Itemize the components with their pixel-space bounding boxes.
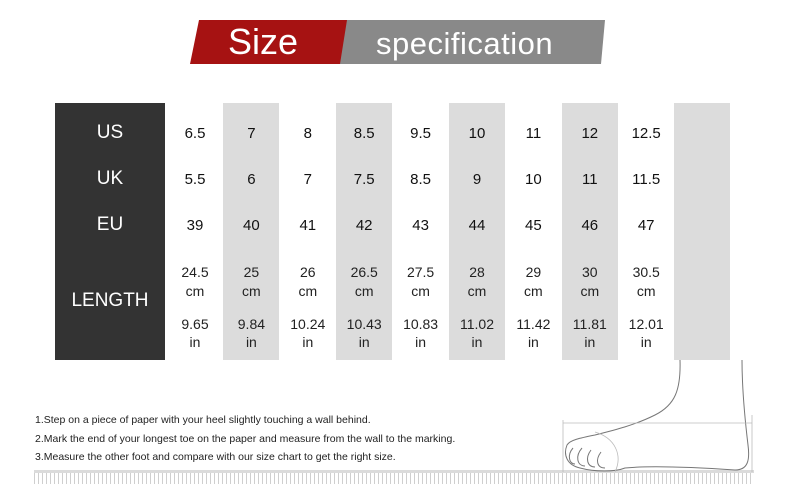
title-specification: specification <box>376 26 554 61</box>
unit-in: in <box>527 334 539 350</box>
title-size: Size <box>228 21 299 62</box>
size-uk: 11 <box>582 171 598 188</box>
length-in: 11.02 <box>460 316 494 332</box>
size-us: 9.5 <box>410 125 432 142</box>
row-label-us: US <box>96 122 124 143</box>
instruction-3: 3.Measure the other foot and compare wit… <box>35 451 396 463</box>
length-in: 10.24 <box>290 316 326 332</box>
size-uk: 6 <box>247 171 256 188</box>
unit-cm: cm <box>524 283 543 299</box>
length-in: 11.81 <box>572 316 607 332</box>
length-cm: 29 <box>525 264 542 280</box>
size-eu: 46 <box>581 217 599 234</box>
size-uk: 8.5 <box>410 171 432 188</box>
length-cm: 30.5 <box>632 264 660 280</box>
size-us: 7 <box>247 125 256 142</box>
unit-cm: cm <box>354 283 374 299</box>
row-label-uk: UK <box>96 168 124 189</box>
unit-cm: cm <box>467 283 487 299</box>
size-us: 6.5 <box>184 125 206 142</box>
unit-cm: cm <box>580 283 600 299</box>
size-uk: 10 <box>525 171 542 188</box>
unit-cm: cm <box>298 283 318 299</box>
row-label-length: LENGTH <box>71 290 149 311</box>
size-us: 12.5 <box>631 125 661 142</box>
size-uk: 7 <box>303 171 312 188</box>
size-eu: 40 <box>243 217 260 234</box>
foot-illustration <box>562 360 753 473</box>
title-banner-specification: specification <box>340 20 605 64</box>
unit-in: in <box>302 334 314 350</box>
size-eu: 42 <box>355 217 373 234</box>
size-eu: 43 <box>412 217 429 234</box>
size-eu: 41 <box>299 217 317 234</box>
size-column: 9.5 8.5 43 27.5 cm 10.83 in <box>393 103 449 360</box>
unit-in: in <box>471 334 483 350</box>
size-us: 12 <box>581 125 599 142</box>
size-us: 10 <box>468 125 486 142</box>
size-us: 11 <box>525 125 542 142</box>
size-eu: 45 <box>525 217 542 234</box>
size-uk: 5.5 <box>184 171 206 188</box>
length-cm: 27.5 <box>406 264 435 280</box>
unit-cm: cm <box>636 283 656 299</box>
length-in: 9.65 <box>181 316 209 332</box>
unit-in: in <box>640 334 652 350</box>
unit-in: in <box>189 334 201 350</box>
length-cm: 28 <box>469 264 485 280</box>
length-cm: 26.5 <box>350 264 378 280</box>
size-uk: 11.5 <box>632 171 661 188</box>
unit-in: in <box>584 334 596 350</box>
row-header-column: US UK EU LENGTH <box>55 103 165 360</box>
length-in: 10.43 <box>346 316 382 332</box>
length-cm: 24.5 <box>181 264 209 280</box>
size-eu: 47 <box>637 217 655 234</box>
length-cm: 30 <box>582 264 598 280</box>
unit-in: in <box>358 334 370 350</box>
unit-in: in <box>245 334 257 350</box>
size-column: 12.5 11.5 47 30.5 cm 12.01 in <box>618 103 674 360</box>
instruction-2: 2.Mark the end of your longest toe on th… <box>35 433 456 445</box>
size-column: 8.5 7.5 42 26.5 cm 10.43 in <box>336 103 393 360</box>
size-column: 7 6 40 25 cm 9.84 in <box>223 103 280 360</box>
size-us: 8 <box>303 125 312 142</box>
unit-in: in <box>415 334 427 350</box>
length-cm: 26 <box>300 264 316 280</box>
size-column: 12 11 46 30 cm 11.81 in <box>561 103 618 360</box>
unit-cm: cm <box>185 283 205 299</box>
ruler <box>34 470 754 484</box>
size-uk: 9 <box>472 171 482 188</box>
length-in: 11.42 <box>516 316 551 332</box>
length-in: 12.01 <box>628 316 664 332</box>
size-us: 8.5 <box>353 125 375 142</box>
row-label-eu: EU <box>96 214 124 235</box>
length-in: 10.83 <box>403 316 439 332</box>
size-eu: 44 <box>468 217 486 234</box>
size-uk: 7.5 <box>353 171 375 188</box>
length-in: 9.84 <box>237 316 266 332</box>
size-column: 10 9 44 28 cm 11.02 in <box>449 103 505 360</box>
title-banner-size: Size <box>190 20 350 64</box>
empty-shaded-column <box>674 103 730 360</box>
unit-cm: cm <box>411 283 430 299</box>
size-eu: 39 <box>186 217 204 234</box>
size-column: 6.5 5.5 39 24.5 cm 9.65 in <box>167 103 223 360</box>
size-column: 8 7 41 26 cm 10.24 in <box>280 103 336 360</box>
length-cm: 25 <box>243 264 260 280</box>
size-column: 11 10 45 29 cm 11.42 in <box>505 103 561 360</box>
instruction-1: 1.Step on a piece of paper with your hee… <box>35 414 371 426</box>
unit-cm: cm <box>242 283 261 299</box>
